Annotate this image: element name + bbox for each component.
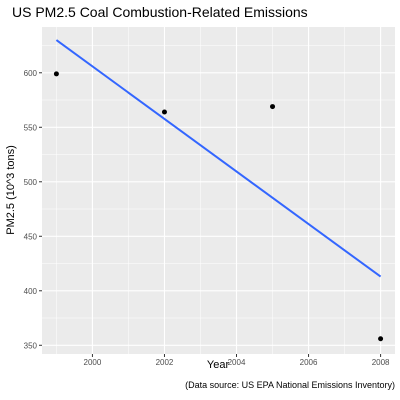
y-tick-label: 450 (24, 232, 38, 241)
y-tick-label: 400 (24, 287, 38, 296)
y-tick-label: 500 (24, 178, 38, 187)
data-point (378, 336, 383, 341)
y-tick-label: 550 (24, 123, 38, 132)
x-tick-label: 2008 (372, 358, 390, 367)
y-tick-label: 350 (24, 341, 38, 350)
y-axis-title: PM2.5 (10^3 tons) (5, 145, 17, 235)
data-source-caption: (Data source: US EPA National Emissions … (185, 380, 395, 390)
data-point (54, 71, 59, 76)
x-axis: 2000 2002 2004 2006 2008 (84, 354, 391, 367)
data-point (270, 104, 275, 109)
chart-title: US PM2.5 Coal Combustion-Related Emissio… (12, 4, 308, 20)
x-tick-label: 2002 (156, 358, 174, 367)
x-tick-label: 2004 (228, 358, 246, 367)
y-axis: 350 400 450 500 550 600 (24, 69, 42, 351)
data-point (162, 110, 167, 115)
y-tick-label: 600 (24, 69, 38, 78)
plot-panel (42, 27, 395, 354)
x-tick-label: 2006 (300, 358, 318, 367)
x-axis-title: Year (207, 359, 230, 371)
x-tick-label: 2000 (84, 358, 102, 367)
